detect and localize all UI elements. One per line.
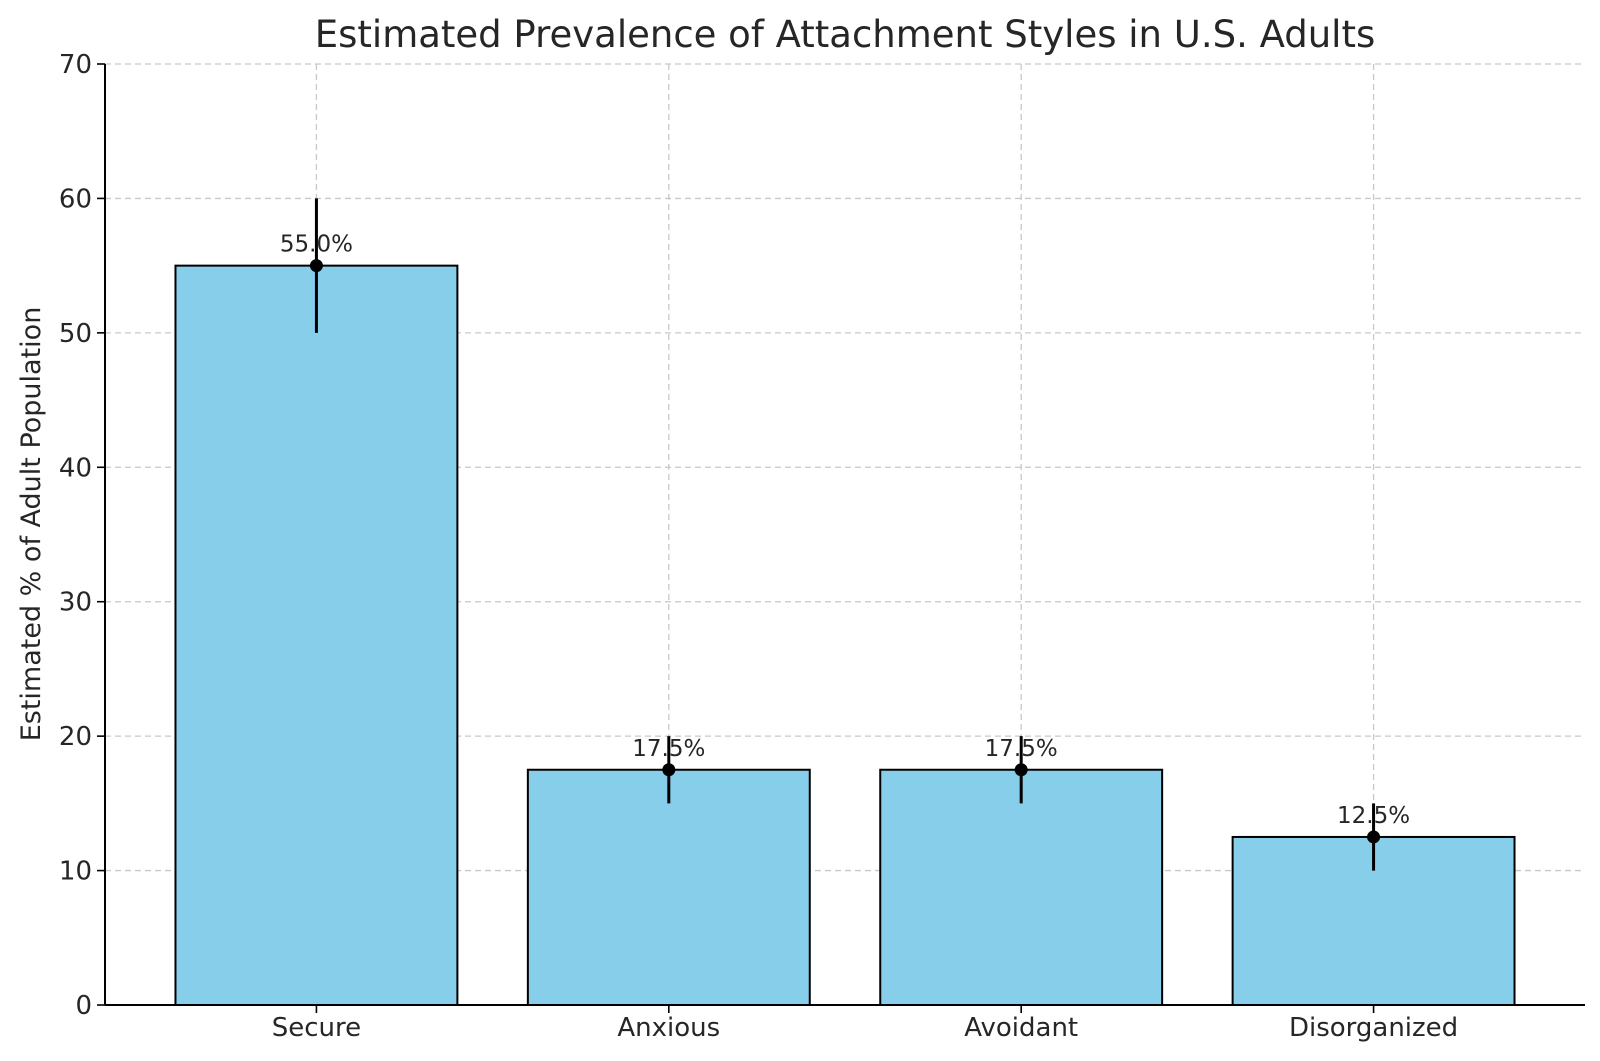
y-axis-label: Estimated % of Adult Population bbox=[16, 307, 47, 742]
chart-title: Estimated Prevalence of Attachment Style… bbox=[315, 13, 1376, 56]
error-point bbox=[1014, 763, 1028, 777]
y-tick-label: 50 bbox=[59, 319, 92, 349]
y-tick-label: 30 bbox=[59, 588, 92, 618]
error-point bbox=[1367, 830, 1381, 844]
data-label: 17.5% bbox=[632, 736, 705, 762]
data-label: 12.5% bbox=[1337, 803, 1410, 829]
x-tick-label: Disorganized bbox=[1289, 1013, 1458, 1043]
x-tick-label: Avoidant bbox=[964, 1013, 1078, 1043]
bar-avoidant bbox=[879, 768, 1164, 1006]
bar-secure bbox=[174, 264, 459, 1006]
axis-layer bbox=[97, 63, 1585, 1013]
bar-layer bbox=[174, 264, 1516, 1007]
y-tick-label: 60 bbox=[59, 184, 92, 214]
x-tick-label: Secure bbox=[272, 1013, 361, 1043]
y-tick-label: 20 bbox=[59, 722, 92, 752]
label-layer: 0 10 20 30 40 50 60 70 55.0% 17.5% 17.5% 12.5% Secur… bbox=[59, 50, 1458, 1043]
y-tick-label: 40 bbox=[59, 453, 92, 483]
error-point bbox=[309, 259, 323, 273]
y-tick-label: 70 bbox=[59, 50, 92, 80]
y-tick-label: 10 bbox=[59, 857, 92, 887]
x-tick-label: Anxious bbox=[617, 1013, 720, 1043]
data-label: 55.0% bbox=[280, 232, 353, 258]
bar-anxious bbox=[526, 768, 811, 1006]
error-point bbox=[662, 763, 676, 777]
y-tick-label: 0 bbox=[75, 991, 92, 1021]
data-label: 17.5% bbox=[985, 736, 1058, 762]
error-bar-layer bbox=[309, 198, 1381, 871]
